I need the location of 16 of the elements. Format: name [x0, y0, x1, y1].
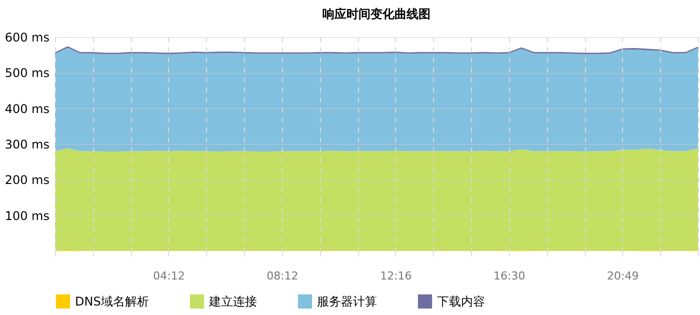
y-tick-label: 100 ms — [4, 208, 50, 223]
x-tick-label: 04:12 — [153, 270, 185, 282]
y-tick-label: 600 ms — [4, 30, 50, 44]
legend-label: 建立连接 — [208, 294, 257, 308]
legend-label: DNS域名解析 — [75, 294, 149, 308]
x-tick-label: 20:49 — [607, 270, 639, 282]
y-tick-label: 200 ms — [4, 173, 50, 188]
chart-title: 响应时间变化曲线图 — [322, 7, 430, 21]
x-tick-label: 12:16 — [380, 270, 412, 282]
legend-label: 服务器计算 — [317, 294, 377, 308]
y-tick-label: 400 ms — [4, 102, 50, 116]
legend-label: 下载内容 — [437, 294, 485, 308]
x-tick-label: 08:12 — [266, 270, 298, 282]
y-tick-label: 500 ms — [4, 66, 50, 80]
x-tick-label: 16:30 — [494, 270, 526, 282]
y-tick-label: 300 ms — [4, 138, 50, 152]
